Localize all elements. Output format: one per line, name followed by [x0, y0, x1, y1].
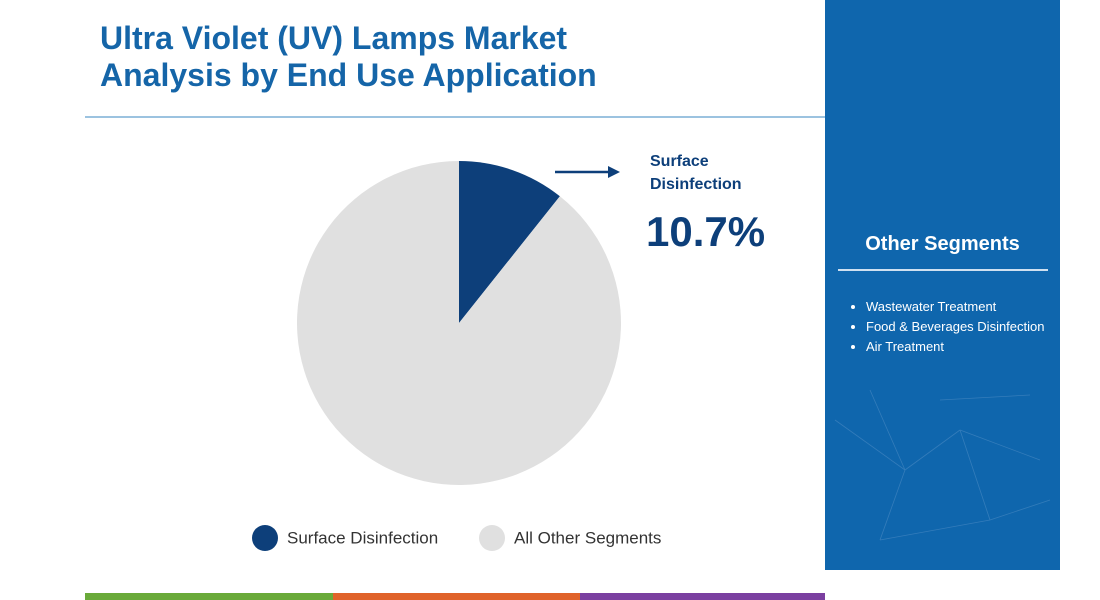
legend-swatch	[252, 525, 278, 551]
footer-bar	[85, 593, 333, 600]
segment-item: Food & Beverages Disinfection	[866, 318, 1056, 336]
segment-list: Wastewater Treatment Food & Beverages Dis…	[848, 298, 1056, 358]
callout-label: Surface Disinfection	[650, 153, 742, 193]
pie-slice	[459, 161, 560, 323]
value-label: 10.7%	[646, 208, 766, 255]
legend-swatch	[479, 525, 505, 551]
legend-label: All Other Segments	[514, 528, 661, 547]
pie-slice	[296, 161, 621, 485]
panel-title: Other Segments	[865, 233, 1020, 255]
footer-bar	[580, 593, 825, 600]
segment-item: Wastewater Treatment	[866, 298, 1056, 316]
footer-bar	[333, 593, 580, 600]
legend-label: Surface Disinfection	[287, 528, 438, 547]
side-panel	[825, 0, 1060, 570]
segment-item: Air Treatment	[866, 338, 1056, 356]
network-decoration	[834, 389, 1051, 541]
chart-title: Ultra Violet (UV) Lamps Market Analysis …	[100, 20, 597, 93]
callout-arrowhead	[608, 166, 620, 178]
